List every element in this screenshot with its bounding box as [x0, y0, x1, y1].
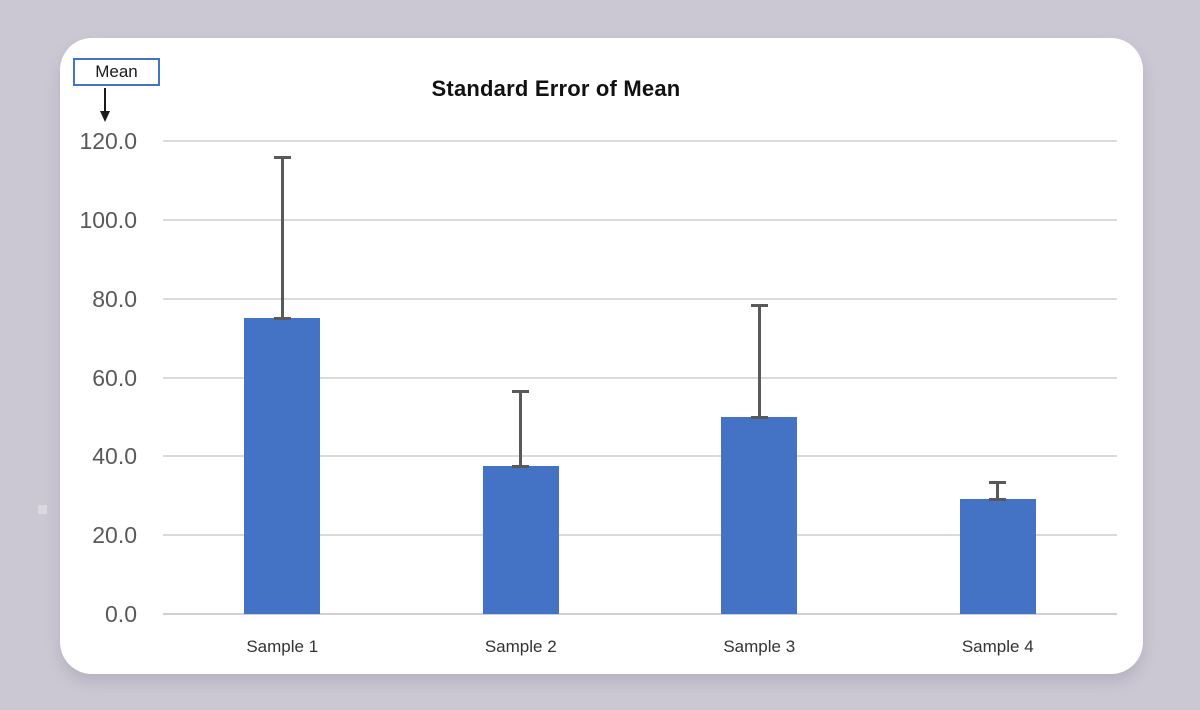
gridline: [163, 140, 1117, 142]
gridline: [163, 218, 1117, 221]
bar-4: [959, 498, 1036, 614]
down-arrow-icon: [100, 88, 110, 122]
plot-area: 120.0 100.0 80.0 60.0 40.0 20.0 0.0 Sample 1 Sam…: [60, 38, 1143, 674]
mean-annotation-label: Mean: [95, 62, 138, 81]
error-bar-line: [996, 481, 1000, 499]
chart-title: Standard Error of Mean: [431, 76, 681, 101]
error-bar-top-cap: [989, 480, 1007, 484]
x-axis-line: [163, 613, 1117, 615]
x-axis-category-label: Sample 1: [246, 637, 319, 656]
y-axis-tick-label: 0.0: [105, 601, 137, 627]
error-bar-bottom-cap: [750, 415, 768, 419]
mean-annotation-box: Mean: [73, 58, 160, 86]
y-axis-tick-label: 20.0: [92, 522, 137, 549]
error-bar-line: [757, 304, 761, 417]
gridline: [163, 455, 1117, 458]
y-axis-tick-label: 60.0: [92, 364, 137, 391]
error-bar-top-cap: [273, 155, 291, 159]
bar-1: [244, 318, 321, 614]
gridline: [163, 376, 1117, 379]
error-bar-line: [280, 156, 284, 319]
y-axis-tick-label: 80.0: [92, 285, 137, 312]
gridline: [163, 534, 1117, 537]
chart-card: Mean Standard Error of Mean 120.0 100.0 80…: [60, 38, 1143, 674]
error-bar-line: [519, 391, 523, 467]
y-axis-tick-label: 100.0: [79, 206, 137, 233]
error-bar-top-cap: [512, 390, 530, 394]
error-bar-bottom-cap: [512, 465, 530, 469]
error-bar-bottom-cap: [273, 317, 291, 321]
bar-2: [482, 466, 559, 614]
x-axis-category-label: Sample 4: [961, 637, 1034, 656]
gridline: [163, 297, 1117, 300]
error-bar-bottom-cap: [989, 497, 1007, 501]
background-artifact-square: [38, 505, 47, 514]
error-bar-top-cap: [750, 303, 768, 307]
x-axis-category-label: Sample 3: [723, 637, 796, 656]
bar-3: [721, 416, 798, 614]
y-axis-tick-label: 120.0: [79, 128, 137, 154]
y-axis-tick-label: 40.0: [92, 443, 137, 470]
x-axis-category-label: Sample 2: [484, 637, 557, 656]
